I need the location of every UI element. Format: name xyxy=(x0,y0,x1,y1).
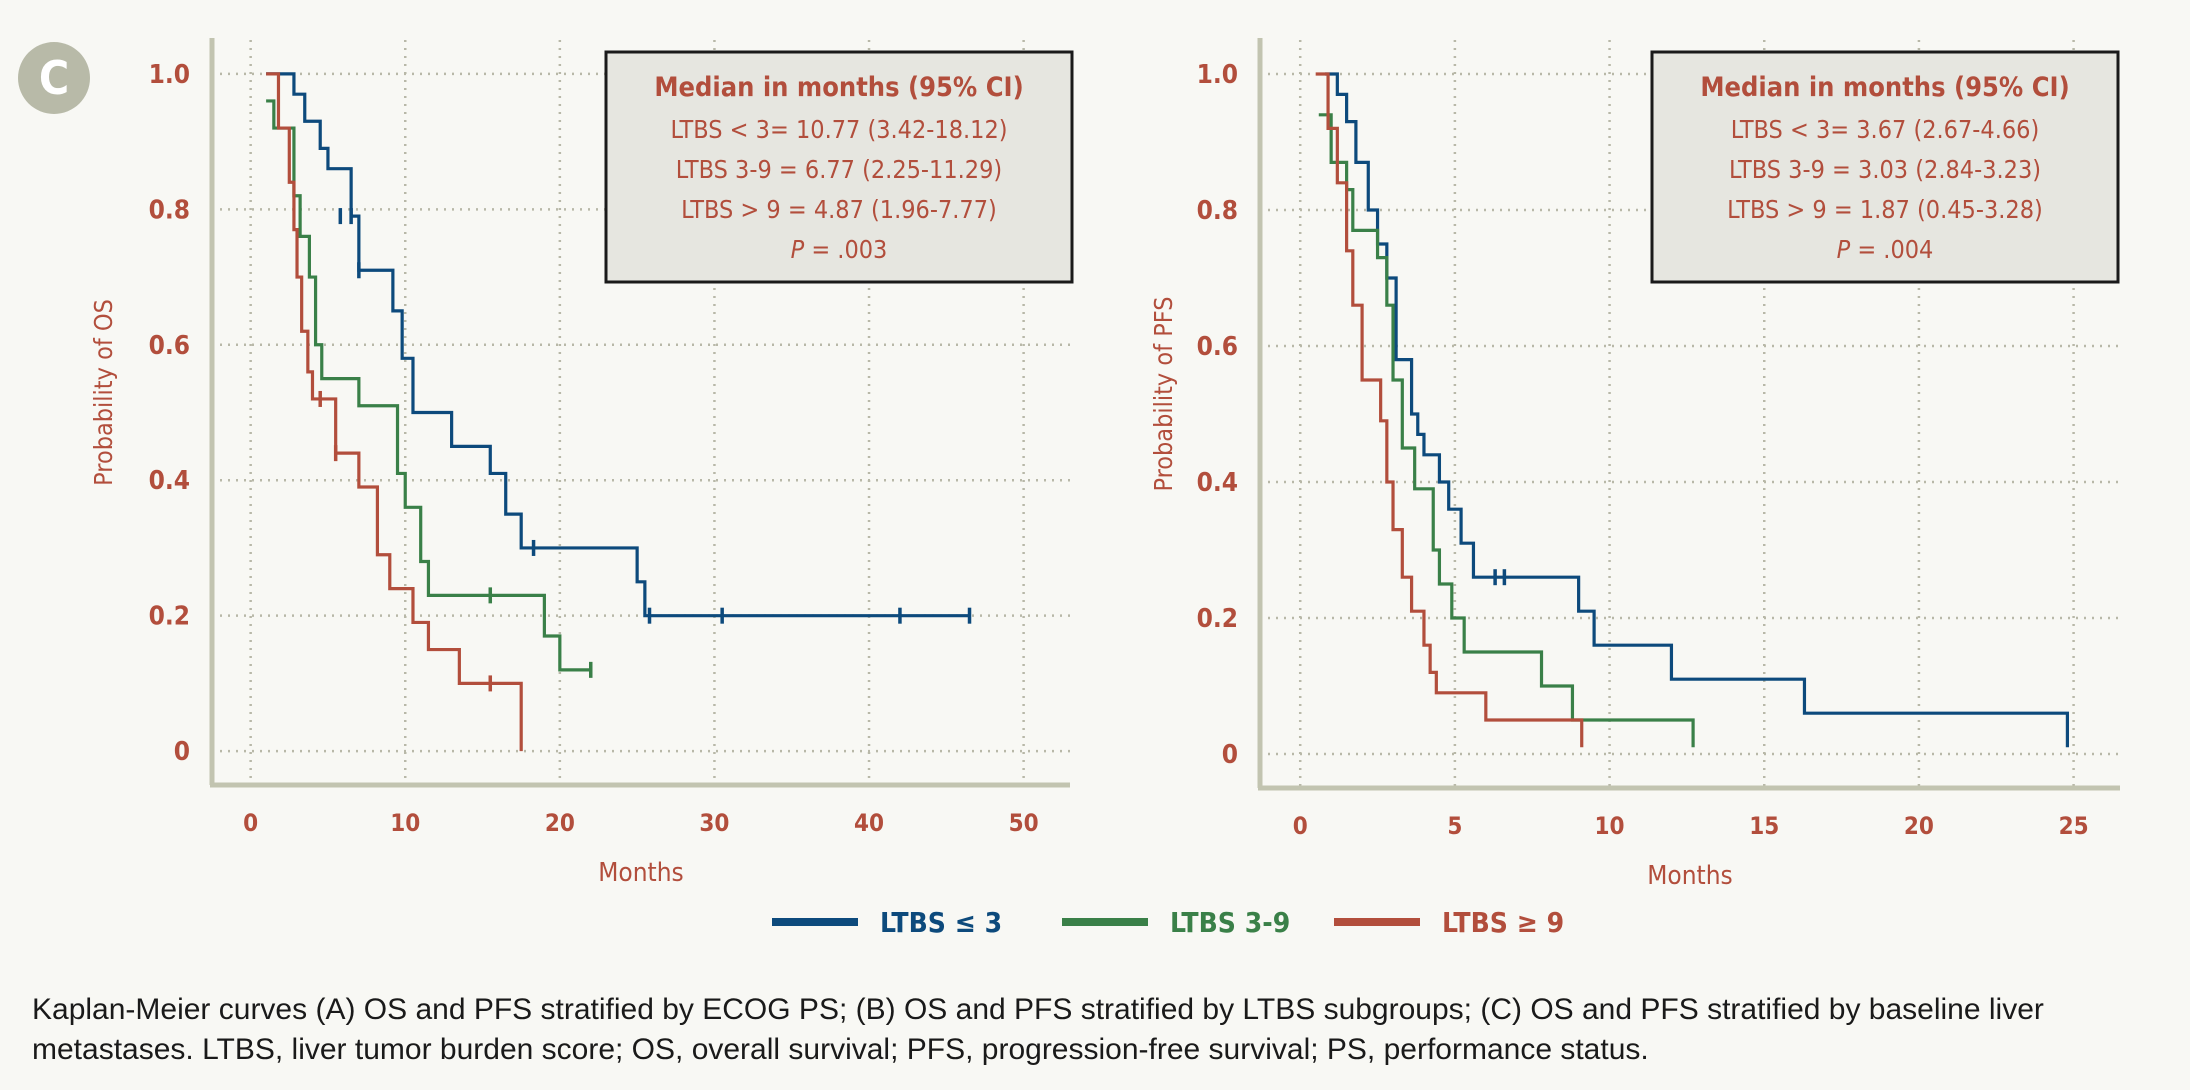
median-annotation-box xyxy=(604,50,1074,284)
legend-swatch-ltbs-high xyxy=(1334,918,1420,926)
y-axis-label: Probability of PFS xyxy=(1149,296,1178,491)
y-tick-label: 0.8 xyxy=(1197,196,1238,226)
y-tick-label: 0.2 xyxy=(149,602,190,632)
y-tick-label: 0.4 xyxy=(149,466,190,496)
legend-swatch-ltbs-mid xyxy=(1062,918,1148,926)
x-tick-label: 20 xyxy=(545,809,575,837)
x-tick-label: 15 xyxy=(1749,812,1779,840)
legend-item-ltbs-mid: LTBS 3-9 xyxy=(1062,902,1290,942)
legend-label: LTBS 3-9 xyxy=(1170,905,1291,939)
km-curve-ltbs-high xyxy=(1315,72,1584,748)
km-curve-ltbs-high xyxy=(266,72,523,752)
x-tick-label: 10 xyxy=(390,809,420,837)
km-charts: 0 10 20 30 40 5000.20.40.60.81.0MonthsProbabi… xyxy=(89,38,2120,891)
legend-label: LTBS ≤ 3 xyxy=(880,905,1003,939)
y-tick-label: 1.0 xyxy=(149,60,190,90)
median-annotation-box xyxy=(1650,50,2120,284)
x-tick-label: 30 xyxy=(699,809,729,837)
annotation-line: LTBS 3-9 = 3.03 (2.84-3.23) xyxy=(1729,155,2041,184)
km-panel-pfs: 0 5 10 15 20 25 0 0.2 0.4 0.6 0.8 1.0 Months Probabil… xyxy=(1149,38,2120,891)
x-tick-label: 20 xyxy=(1904,812,1934,840)
km-curve-ltbs-mid xyxy=(266,99,591,672)
annotation-title: Median in months (95% CI) xyxy=(654,72,1023,103)
x-tick-label: 5 xyxy=(1447,812,1462,840)
x-axis-label: Months xyxy=(1647,861,1733,891)
annotation-p-value: P = .003 xyxy=(791,235,888,264)
y-tick-label: 0 xyxy=(174,737,190,767)
km-curve-ltbs-mid xyxy=(1318,113,1695,748)
x-tick-label: 50 xyxy=(1009,809,1039,837)
x-tick-label: 40 xyxy=(854,809,884,837)
y-tick-label: 0.6 xyxy=(149,331,190,361)
annotation-line: LTBS < 3= 3.67 (2.67-4.66) xyxy=(1731,115,2040,144)
y-tick-label: 0 xyxy=(1222,740,1238,770)
km-curve-ltbs-low xyxy=(266,72,970,618)
x-tick-label: 10 xyxy=(1595,812,1625,840)
legend-item-ltbs-low: LTBS ≤ 3 xyxy=(772,902,1002,942)
km-panel-os: 0 10 20 30 40 50 0 0.2 0.4 0.6 0.8 1.0 Months Probabi… xyxy=(89,38,1074,888)
y-tick-label: 0.2 xyxy=(1197,604,1238,634)
annotation-p-value: P = .004 xyxy=(1837,235,1934,264)
km-curve-ltbs-low xyxy=(1324,72,2070,748)
x-tick-label: 0 xyxy=(243,809,258,837)
annotation-line: LTBS < 3= 10.77 (3.42-18.12) xyxy=(670,115,1007,144)
annotation-line: LTBS > 9 = 1.87 (0.45-3.28) xyxy=(1727,195,2043,224)
legend-swatch-ltbs-low xyxy=(772,918,858,926)
y-tick-label: 0.4 xyxy=(1197,468,1238,498)
annotation-line: LTBS 3-9 = 6.77 (2.25-11.29) xyxy=(676,155,1002,184)
x-tick-label: 0 xyxy=(1293,812,1308,840)
annotation-title: Median in months (95% CI) xyxy=(1700,72,2069,103)
x-tick-label: 25 xyxy=(2059,812,2089,840)
y-axis-label: Probability of OS xyxy=(89,299,118,486)
x-axis-label: Months xyxy=(598,858,684,888)
annotation-line: LTBS > 9 = 4.87 (1.96-7.77) xyxy=(681,195,997,224)
y-tick-label: 1.0 xyxy=(1197,60,1238,90)
y-tick-label: 0.6 xyxy=(1197,332,1238,362)
figure: C 0 10 20 30 40 50 0 0.2 0.4 0.6 0.8 1.0 Months Proba… xyxy=(0,38,2190,942)
legend-item-ltbs-high: LTBS ≥ 9 xyxy=(1334,902,1564,942)
figure-caption: Kaplan-Meier curves (A) OS and PFS strat… xyxy=(32,993,2044,1066)
legend-label: LTBS ≥ 9 xyxy=(1442,905,1565,939)
panel-label-badge: C xyxy=(18,42,90,114)
chart-legend: LTBS ≤ 3 LTBS 3-9 LTBS ≥ 9 xyxy=(0,902,2190,942)
y-tick-label: 0.8 xyxy=(149,195,190,225)
